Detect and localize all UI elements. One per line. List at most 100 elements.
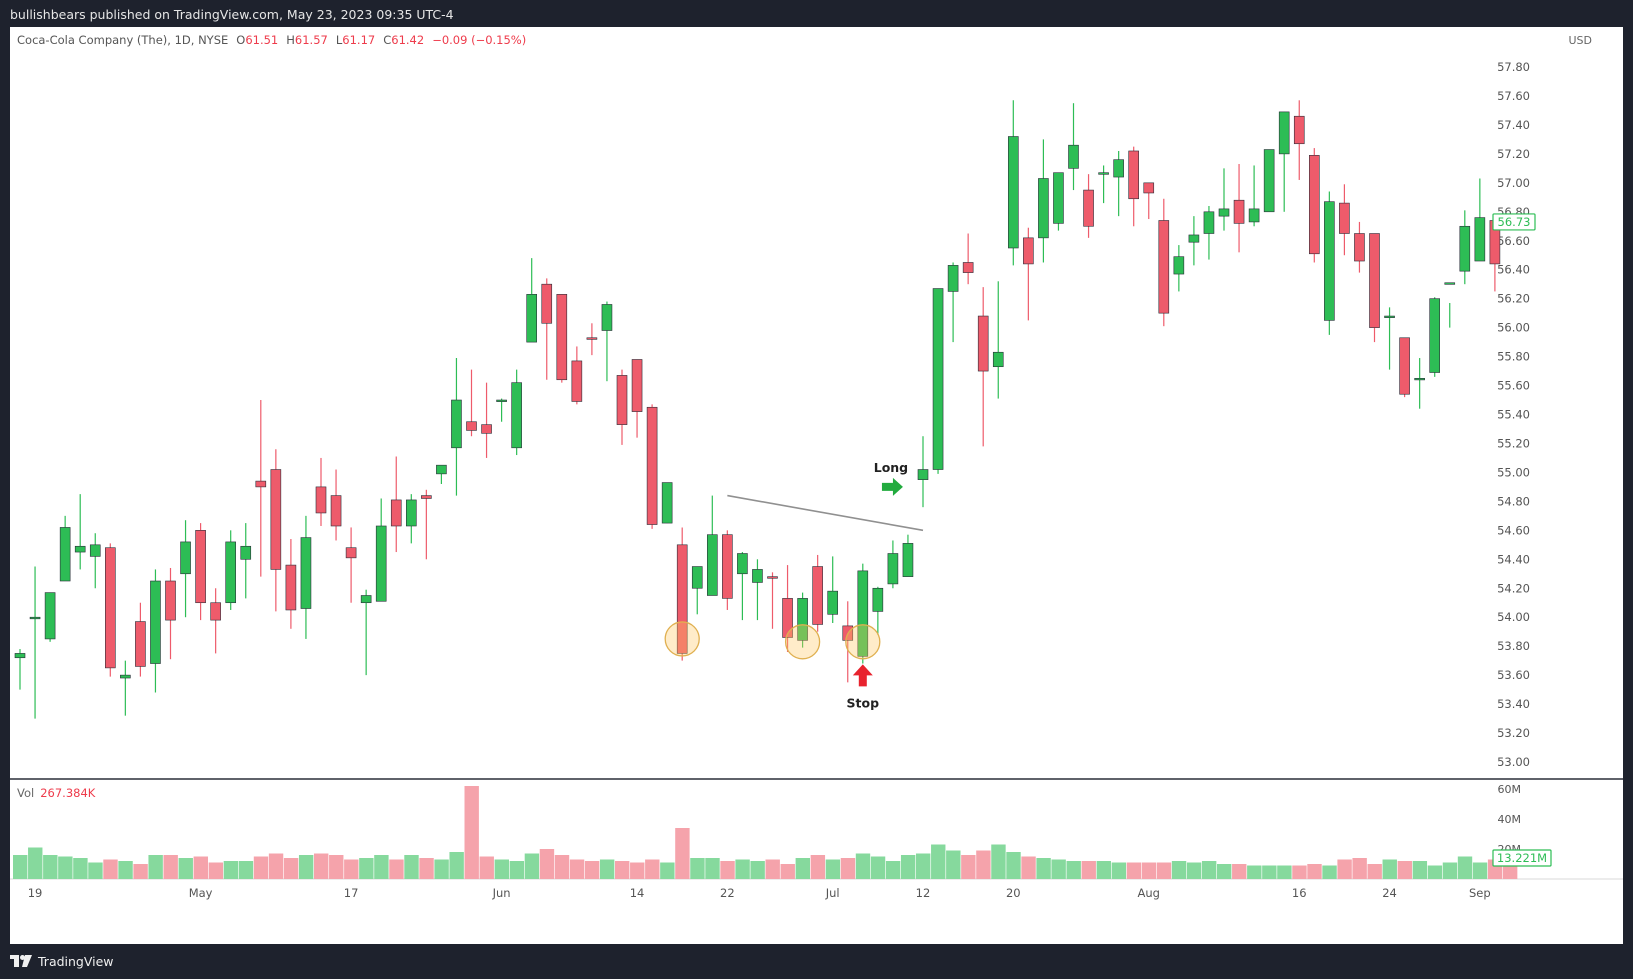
- volume-bar: [344, 859, 359, 879]
- candle-body: [752, 569, 763, 583]
- volume-bar: [1277, 865, 1292, 879]
- volume-bar: [298, 855, 314, 879]
- volume-bar: [916, 853, 931, 879]
- candle-body: [44, 592, 56, 640]
- candle-body: [722, 534, 733, 599]
- price-tick-label: 54.80: [1497, 494, 1530, 508]
- price-tick-label: 57.20: [1497, 147, 1530, 161]
- time-axis[interactable]: 19 May 17 Jun 14 22 Jul 12 20 Aug 16 24 Sep: [28, 886, 1491, 900]
- volume-bar: [58, 856, 73, 879]
- volume-bar: [283, 858, 299, 879]
- price-tick-label: 53.00: [1497, 755, 1530, 769]
- candle-body: [947, 265, 959, 292]
- svg-text:13.221M: 13.221M: [1497, 851, 1547, 865]
- candle-body: [390, 499, 402, 527]
- price-tick-label: 54.60: [1497, 523, 1530, 537]
- candle-body: [375, 525, 387, 602]
- candle-body: [737, 553, 748, 575]
- candle-body: [1068, 144, 1079, 169]
- volume-bar: [118, 861, 133, 879]
- candle-body: [797, 598, 808, 641]
- candle-body: [691, 566, 703, 589]
- footer-bar: TradingView: [10, 950, 114, 972]
- candle-body: [451, 399, 462, 449]
- time-tick-label: 20: [1006, 886, 1021, 900]
- chart-area[interactable]: Coca-Cola Company (The), 1D, NYSE O61.51 H…: [10, 27, 1623, 944]
- candle-body: [1007, 136, 1019, 249]
- candle-body: [481, 424, 492, 434]
- price-tick-label: 55.60: [1497, 379, 1530, 393]
- time-tick-label: Aug: [1138, 886, 1160, 900]
- volume-bar: [1382, 859, 1397, 879]
- volume-bar: [599, 859, 615, 879]
- volume-bar: [931, 844, 946, 879]
- low-highlight-circle: [845, 624, 881, 660]
- volume-bar: [208, 862, 224, 879]
- volume-bar: [1262, 865, 1277, 879]
- price-tick-label: 56.20: [1497, 292, 1530, 306]
- candle-body: [1354, 233, 1365, 262]
- volume-bar: [539, 849, 555, 879]
- volume-legend: Vol 267.384K: [17, 786, 96, 800]
- volume-bar: [1472, 862, 1488, 879]
- volume-bar: [1186, 862, 1202, 879]
- time-tick-label: Jun: [492, 886, 511, 900]
- volume-axis[interactable]: 60M40M20M: [1498, 783, 1522, 856]
- price-axis[interactable]: 57.8057.6057.4057.2057.0056.8056.6056.40…: [1497, 60, 1530, 769]
- candle-body: [165, 580, 176, 621]
- candle-body: [1474, 217, 1486, 262]
- candle-body: [120, 674, 131, 679]
- volume-bar: [855, 853, 871, 879]
- volume-bar: [103, 859, 118, 879]
- candle-body: [436, 464, 447, 475]
- volume-bar: [720, 861, 735, 879]
- time-tick-label: 16: [1292, 886, 1307, 900]
- volume-bar: [991, 844, 1006, 879]
- candle-body: [315, 486, 327, 514]
- volume-bar: [660, 862, 675, 879]
- candle-body: [1023, 237, 1034, 265]
- volume-bar: [946, 850, 961, 879]
- volume-bar: [1457, 856, 1473, 879]
- volume-bar: [494, 859, 509, 879]
- resistance-trendline: [727, 494, 924, 532]
- long-arrow-icon: [881, 477, 903, 496]
- volume-bar: [810, 855, 826, 879]
- long-label: Long: [874, 460, 908, 475]
- volume-bar: [73, 858, 88, 879]
- candle-body: [646, 406, 658, 525]
- volume-bar: [1066, 861, 1081, 879]
- volume-bar: [404, 855, 419, 879]
- volume-bar: [1051, 859, 1066, 879]
- candle-body: [962, 262, 974, 273]
- volume-bar: [389, 859, 404, 879]
- candle-body: [1369, 233, 1380, 328]
- volume-bar: [825, 859, 841, 879]
- price-tick-label: 57.00: [1497, 176, 1530, 190]
- candle-body: [1429, 298, 1440, 373]
- volume-bar: [1442, 862, 1458, 879]
- candle-body: [330, 495, 342, 527]
- volume-bar: [1006, 852, 1021, 879]
- chart-svg[interactable]: Coca-Cola Company (The), 1D, NYSE O61.51 H…: [10, 27, 1623, 944]
- candle-body: [1188, 234, 1200, 243]
- candle-body: [466, 421, 477, 431]
- candle-body: [285, 564, 297, 611]
- time-tick-label: 14: [630, 886, 645, 900]
- volume-bar: [750, 861, 765, 879]
- volume-bar: [1292, 865, 1307, 879]
- candle-body: [1098, 172, 1109, 175]
- price-tick-label: 57.80: [1497, 60, 1530, 74]
- candle-body: [150, 580, 161, 664]
- candle-body: [631, 359, 643, 412]
- volume-bar: [479, 856, 494, 879]
- volume-bar: [524, 853, 540, 879]
- volume-bar: [795, 858, 810, 879]
- volume-bar: [374, 855, 389, 879]
- time-tick-label: 22: [720, 886, 735, 900]
- time-tick-label: 19: [28, 886, 43, 900]
- last-volume-label: 13.221M: [1492, 849, 1552, 867]
- time-tick-label: 24: [1382, 886, 1397, 900]
- volume-tick-label: 40M: [1498, 813, 1522, 826]
